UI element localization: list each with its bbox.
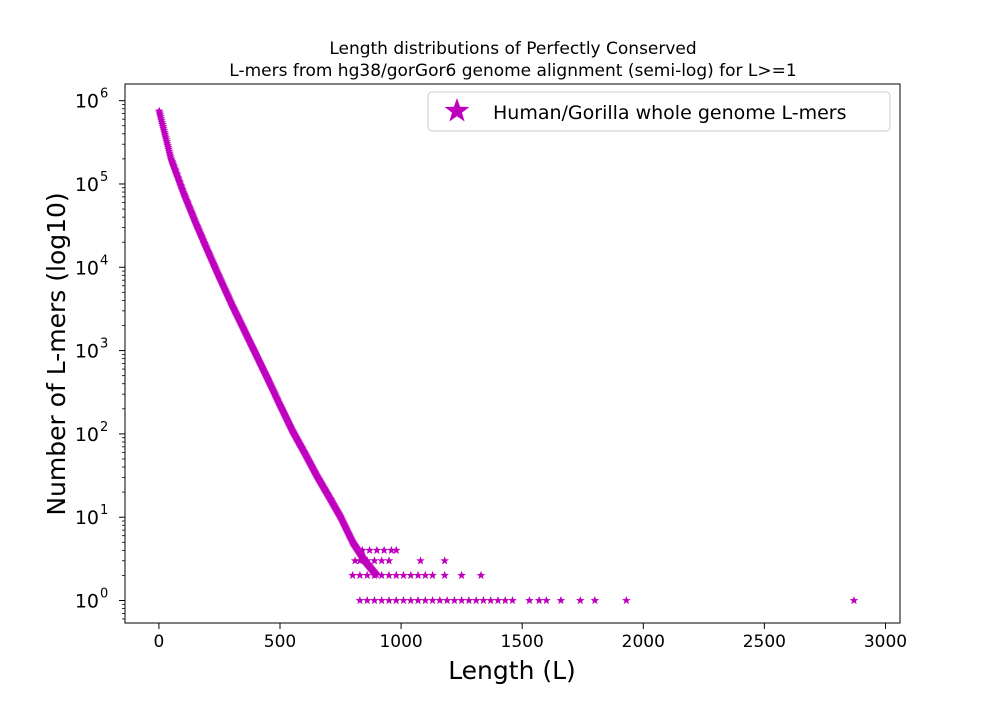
data-point-469 <box>384 570 394 580</box>
x-tick-label-4: 2000 <box>622 632 665 652</box>
x-tick-label-2: 1000 <box>379 632 422 652</box>
data-point-475 <box>428 570 437 580</box>
y-tick-label-4: 10 <box>75 257 99 279</box>
y-tick-label-1: 10 <box>75 507 99 529</box>
data-point-503 <box>542 596 551 605</box>
data-point-478 <box>476 570 486 580</box>
data-point-484 <box>392 596 401 605</box>
data-point-479 <box>355 596 365 605</box>
data-point-492 <box>450 596 459 605</box>
data-point-481 <box>370 596 379 605</box>
data-point-460 <box>377 556 386 565</box>
data-point-507 <box>622 596 631 605</box>
data-point-464 <box>348 570 357 580</box>
data-point-471 <box>399 570 408 580</box>
data-point-472 <box>406 570 416 580</box>
y-tick-label-2: 10 <box>75 424 99 446</box>
data-point-485 <box>399 596 408 605</box>
legend: Human/Gorilla whole genome L-mers <box>427 91 891 132</box>
x-tick-label-5: 2500 <box>743 632 786 652</box>
data-point-500 <box>508 596 517 605</box>
data-point-454 <box>387 545 396 554</box>
legend-star-icon <box>444 98 470 122</box>
data-point-491 <box>442 596 452 605</box>
x-tick-label-0: 0 <box>153 632 164 652</box>
y-tick-exponent-0: 0 <box>100 587 108 602</box>
data-point-505 <box>576 596 585 605</box>
data-point-453 <box>379 545 389 554</box>
data-point-487 <box>413 596 423 605</box>
data-point-452 <box>372 545 382 554</box>
data-point-451 <box>365 545 374 554</box>
y-tick-exponent-2: 2 <box>100 420 108 435</box>
y-tick-label-5: 10 <box>75 174 99 196</box>
data-point-495 <box>471 596 481 605</box>
data-point-480 <box>362 596 372 605</box>
data-point-466 <box>362 570 372 580</box>
data-point-456 <box>350 556 360 565</box>
data-point-468 <box>377 570 386 580</box>
data-point-497 <box>486 596 495 605</box>
data-point-483 <box>384 596 394 605</box>
data-point-473 <box>413 570 423 580</box>
chart-title-line-2: L-mers from hg38/gorGor6 genome alignmen… <box>229 61 796 81</box>
data-point-493 <box>457 596 466 605</box>
data-point-501 <box>525 596 534 605</box>
data-point-502 <box>534 596 544 605</box>
data-point-461 <box>384 556 394 565</box>
data-point-459 <box>370 556 379 565</box>
data-point-477 <box>457 570 466 580</box>
chart-title-line-1: Length distributions of Perfectly Conser… <box>329 39 696 59</box>
data-point-465 <box>355 570 365 580</box>
data-point-496 <box>479 596 488 605</box>
data-point-458 <box>362 556 372 565</box>
data-point-457 <box>355 556 365 565</box>
data-point-486 <box>406 596 416 605</box>
plot-frame <box>124 83 901 624</box>
data-point-474 <box>421 570 430 580</box>
data-point-467 <box>370 570 379 580</box>
data-point-508 <box>849 596 859 605</box>
y-tick-exponent-5: 5 <box>100 170 108 185</box>
data-point-494 <box>464 596 474 605</box>
data-point-470 <box>392 570 401 580</box>
data-point-482 <box>377 596 386 605</box>
legend-box <box>427 91 891 132</box>
data-point-490 <box>435 596 445 605</box>
y-tick-label-3: 10 <box>75 341 99 363</box>
y-tick-exponent-4: 4 <box>100 253 108 268</box>
data-point-488 <box>421 596 430 605</box>
data-point-498 <box>493 596 503 605</box>
x-axis-label: Length (L) <box>448 656 576 685</box>
y-tick-exponent-6: 6 <box>100 87 108 102</box>
data-points <box>154 106 859 605</box>
x-axis: 0 500 1000 1500 2000 2500 3000 <box>153 623 907 652</box>
y-axis-label: Number of L-mers (log10) <box>42 192 71 515</box>
data-point-476 <box>440 570 449 580</box>
legend-label: Human/Gorilla whole genome L-mers <box>493 102 847 124</box>
y-tick-exponent-3: 3 <box>100 337 108 352</box>
data-point-462 <box>416 556 425 565</box>
data-point-455 <box>392 545 401 554</box>
y-tick-label-6: 10 <box>75 91 99 113</box>
x-tick-label-3: 1500 <box>501 632 544 652</box>
data-point-489 <box>428 596 437 605</box>
chart-title: Length distributions of Perfectly Conser… <box>229 39 796 81</box>
x-tick-label-6: 3000 <box>864 632 907 652</box>
data-point-450 <box>358 545 367 554</box>
data-point-499 <box>501 596 510 605</box>
data-point-463 <box>440 556 449 565</box>
plot-area <box>125 84 900 623</box>
x-tick-label-1: 500 <box>264 632 296 652</box>
data-point-504 <box>556 596 566 605</box>
y-tick-label-0: 10 <box>75 591 99 613</box>
y-tick-exponent-1: 1 <box>100 503 108 518</box>
data-point-506 <box>590 596 600 605</box>
